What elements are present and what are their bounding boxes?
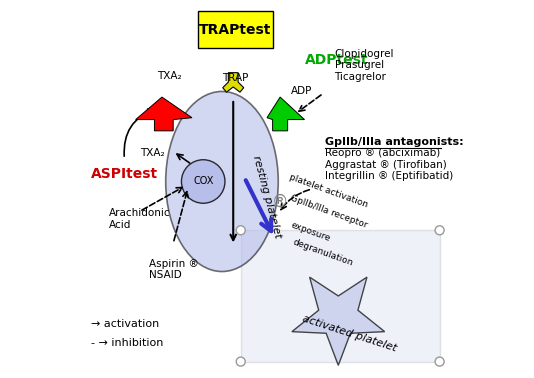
Text: TXA₂: TXA₂ (157, 71, 182, 81)
Text: ®: ® (272, 193, 288, 211)
Text: exposure: exposure (290, 221, 332, 243)
Text: GpIIb/IIIa antagonists:: GpIIb/IIIa antagonists: (325, 137, 464, 147)
Text: degranulation: degranulation (291, 238, 354, 268)
FancyBboxPatch shape (198, 11, 273, 48)
Text: → activation: → activation (91, 319, 159, 329)
Text: Clopidogrel
Prasugrel
Ticagrelor: Clopidogrel Prasugrel Ticagrelor (334, 49, 394, 82)
Text: ADPtest: ADPtest (304, 53, 368, 67)
Text: TRAP: TRAP (222, 73, 248, 83)
Polygon shape (292, 277, 384, 366)
Text: ADP: ADP (292, 87, 313, 96)
Text: COX: COX (193, 177, 214, 186)
Polygon shape (223, 73, 244, 92)
Text: Reopro ® (abciximab)
Aggrastat ® (Tirofiban)
Integrillin ® (Eptifibatid): Reopro ® (abciximab) Aggrastat ® (Tirofi… (325, 148, 453, 181)
Text: TXA₂: TXA₂ (140, 148, 165, 158)
Text: Aspirin ®
NSAID: Aspirin ® NSAID (149, 259, 199, 280)
Ellipse shape (166, 91, 278, 271)
Circle shape (236, 226, 245, 235)
Circle shape (182, 160, 225, 203)
Circle shape (435, 357, 444, 366)
Text: platelet activation: platelet activation (288, 172, 368, 209)
Circle shape (236, 357, 245, 366)
Circle shape (435, 226, 444, 235)
Text: - → inhibition: - → inhibition (91, 338, 163, 348)
FancyBboxPatch shape (241, 230, 439, 362)
Text: TRAPtest: TRAPtest (199, 23, 271, 37)
Text: activated platelet: activated platelet (301, 313, 398, 353)
Text: resting platelet: resting platelet (251, 154, 283, 239)
Text: ASPItest: ASPItest (91, 167, 158, 181)
Polygon shape (136, 97, 192, 131)
Text: GpIIb/IIIa receptor: GpIIb/IIIa receptor (289, 194, 368, 230)
Polygon shape (267, 97, 304, 131)
Text: Arachidonic
Acid: Arachidonic Acid (109, 208, 171, 230)
